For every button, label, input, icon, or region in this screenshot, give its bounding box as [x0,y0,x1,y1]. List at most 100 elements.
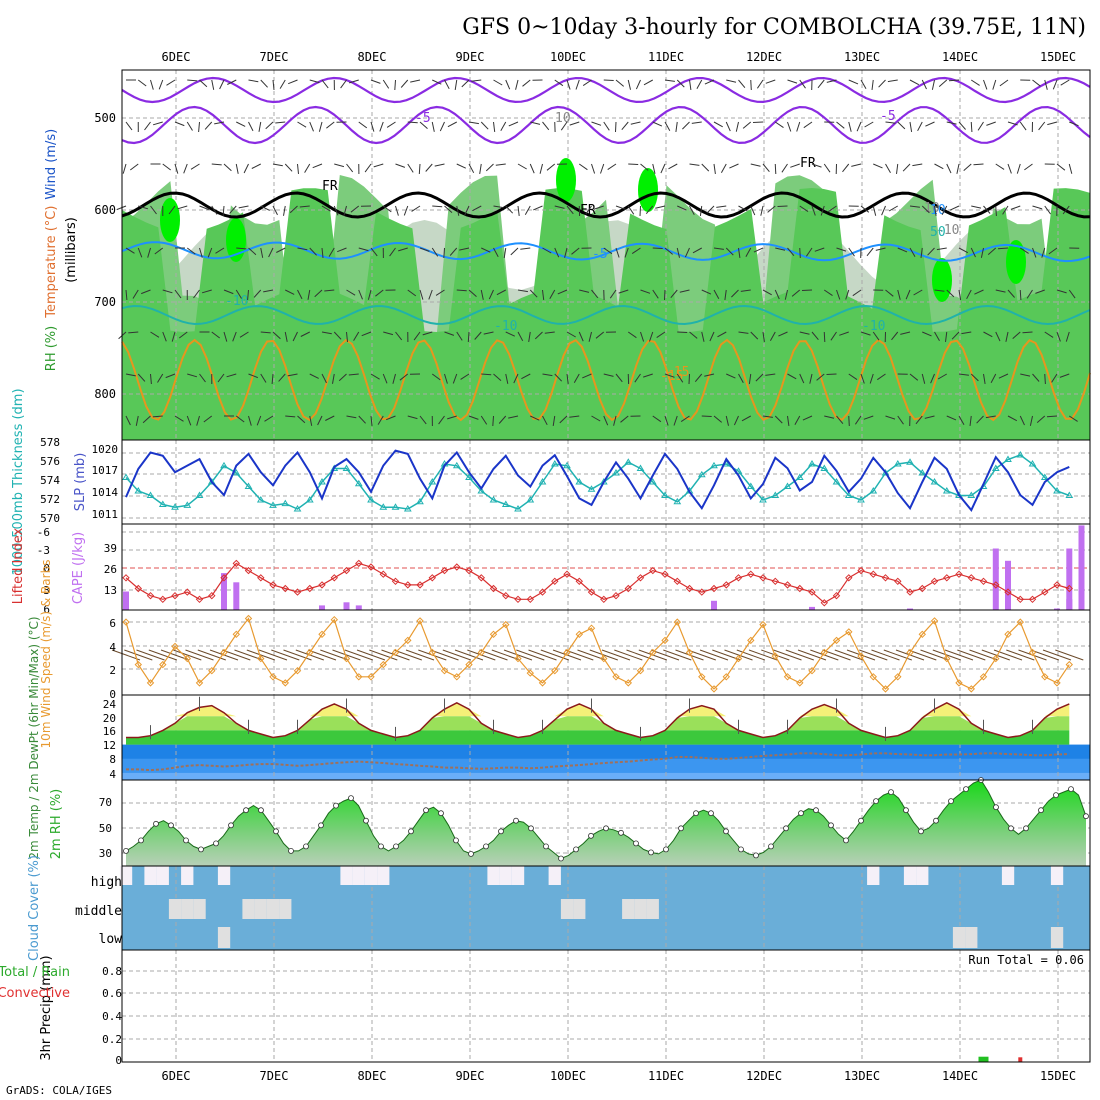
wind-barb [799,373,805,384]
wind-barb [836,247,847,252]
wind-barb [860,205,870,213]
wind-barb [713,289,720,299]
tick-label: 6 [43,603,50,616]
wind-barb [738,247,741,258]
wind-barb [344,649,373,661]
wind-barb [745,247,752,257]
wind-barb [900,331,911,335]
wind-barb [467,331,470,343]
wind-barb [958,373,969,376]
wind-barb [614,649,643,661]
wind-speed-point [1016,618,1025,626]
thickness-point [452,461,461,469]
wind-barb [223,331,228,342]
wind-barb [1044,205,1052,215]
wind-barb [566,373,569,384]
wind-speed-point [649,648,657,657]
wind-barb [227,79,237,85]
wind-barb [748,649,778,661]
wind-barb [297,163,299,174]
wind-barb [1010,205,1021,210]
wind-barb [271,649,300,661]
rh-point [1068,786,1074,792]
wind-barb [447,121,457,128]
wind-barb [836,289,841,300]
rh-point [783,825,789,832]
wind-barb [144,121,151,131]
thickness-point [1028,460,1037,467]
wind-barb [260,205,270,211]
wind-barb [520,247,531,250]
rh-point [273,828,279,835]
wind-barb [676,373,684,383]
wind-barb [513,373,519,384]
wind-barb [1065,331,1070,342]
wind-barb [720,163,727,173]
wind-barb [811,205,816,216]
tick-label: -6 [37,526,50,539]
wind-barb [920,247,923,258]
wind-barb [775,247,786,251]
rh-point [633,840,639,847]
contour-label: -10 [494,319,517,334]
wind-barb [627,79,631,90]
wind-barb [190,163,200,170]
contour-line [121,105,1091,145]
rh-point [1053,792,1059,798]
date-label: 6DEC [162,1069,191,1083]
wind-barb [983,331,993,338]
lifted-index-point [771,577,780,586]
wind-speed-point [563,648,571,657]
wind-barb [464,205,470,216]
wind-barb [297,289,303,300]
tick-label: 576 [40,455,60,468]
wind-barb [566,205,574,215]
tick-label: 600 [94,203,116,217]
wind-barb [493,79,503,86]
wind-barb [944,649,974,661]
wind-barb [370,373,380,380]
thickness-line [125,454,1070,510]
lifted-index-point [967,574,976,582]
temperature-line [126,701,1070,739]
wind-barb [983,205,991,214]
wind-barb [871,79,874,90]
wind-barb [471,79,482,82]
wind-barb [299,205,310,208]
wind-speed-point [453,673,461,681]
wind-barb [797,649,827,661]
tick-label: 4 [109,641,116,654]
wind-barb [1019,289,1022,301]
wind-barb [897,247,908,253]
wind-speed-point [379,660,388,669]
wind-barb [949,205,960,211]
wind-barb [677,331,688,333]
wind-barb [268,247,274,258]
lifted-index-point [244,566,253,575]
wind-barb [321,205,331,212]
lifted-index-point [575,577,584,586]
cloud-axis: high middle low Cloud Cover (%) [27,855,122,961]
wind-barb [823,289,833,297]
temperature-band [126,730,1070,745]
lifted-index-point [379,570,388,578]
wind-barb [152,121,163,126]
cape-label: CAPE (J/kg) [71,532,86,604]
lifted-index-point [269,581,277,589]
wind-barb [866,247,874,257]
rh-point [993,804,999,811]
lifted-index-point [330,574,339,582]
wind-barb [157,373,164,383]
lifted-index-point [208,591,216,600]
wind-barb [1019,121,1027,131]
wind-barb [814,247,825,252]
wind-barb [283,649,312,661]
wind-barb [578,163,588,171]
rh-area [126,780,1086,866]
wind-barb [287,373,298,377]
wind-barb [283,205,286,216]
lifted-index-point [857,566,865,575]
wind-barb [279,79,286,89]
thickness-point [857,496,865,503]
